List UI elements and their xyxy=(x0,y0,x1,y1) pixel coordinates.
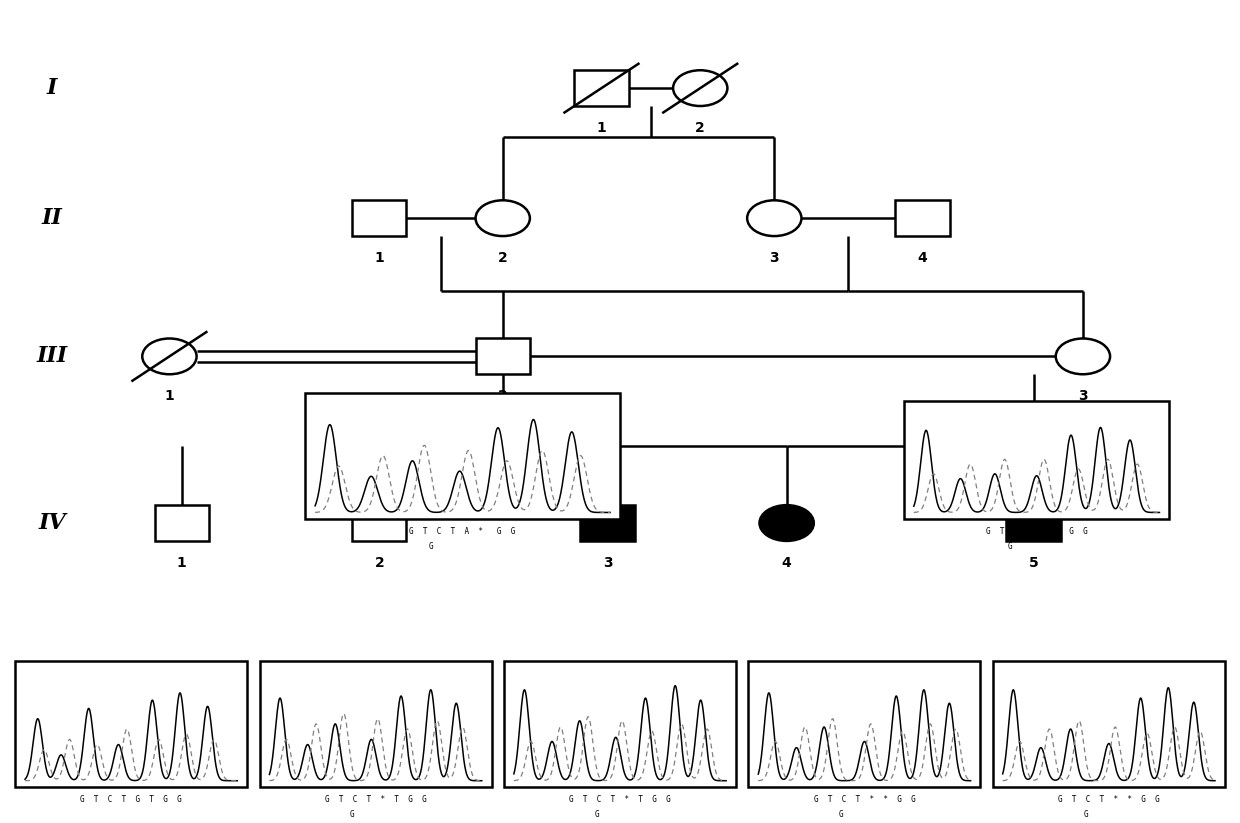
Circle shape xyxy=(673,70,728,106)
Circle shape xyxy=(1055,338,1110,374)
Bar xyxy=(15,661,247,788)
Text: G: G xyxy=(594,810,599,819)
Text: 4: 4 xyxy=(781,556,791,570)
Bar xyxy=(352,200,407,236)
Bar xyxy=(503,661,737,788)
Bar xyxy=(352,505,407,541)
Circle shape xyxy=(759,505,813,541)
Text: G  T  C  T  A  *   G  G: G T C T A * G G xyxy=(409,527,516,536)
Bar xyxy=(904,401,1169,519)
Text: 2: 2 xyxy=(374,556,384,570)
Text: III: III xyxy=(37,346,68,367)
Text: II: II xyxy=(42,207,62,229)
Bar xyxy=(580,505,635,541)
Text: 3: 3 xyxy=(603,556,613,570)
Bar xyxy=(259,661,491,788)
Circle shape xyxy=(143,338,197,374)
Text: G  T  C  T  *  *  G  G: G T C T * * G G xyxy=(1058,795,1159,804)
Text: IV: IV xyxy=(38,512,66,534)
Bar xyxy=(305,393,620,519)
Text: 4: 4 xyxy=(918,251,928,265)
Text: G: G xyxy=(350,810,355,819)
Text: G: G xyxy=(1008,542,1012,551)
Text: G: G xyxy=(429,542,434,551)
Text: G: G xyxy=(839,810,843,819)
Bar xyxy=(476,338,529,374)
Bar xyxy=(895,200,950,236)
Bar xyxy=(1007,505,1060,541)
Text: 5: 5 xyxy=(1029,556,1038,570)
Circle shape xyxy=(748,200,801,236)
Text: 2: 2 xyxy=(696,121,706,135)
Text: G  T  C  *  A  T  G  G: G T C * A T G G xyxy=(986,527,1087,536)
Bar xyxy=(155,505,208,541)
Text: G: G xyxy=(1084,810,1087,819)
Text: 2: 2 xyxy=(497,251,507,265)
Bar xyxy=(993,661,1225,788)
Text: 3: 3 xyxy=(770,251,779,265)
Bar xyxy=(574,70,629,106)
Text: 1: 1 xyxy=(374,251,384,265)
Text: G  T  C  T  *  T  G  G: G T C T * T G G xyxy=(325,795,427,804)
Text: G  T  C  T  G  T  G  G: G T C T G T G G xyxy=(81,795,182,804)
Bar xyxy=(749,661,981,788)
Circle shape xyxy=(476,200,529,236)
Text: 1: 1 xyxy=(596,121,606,135)
Text: 1: 1 xyxy=(165,389,175,403)
Text: 1: 1 xyxy=(177,556,187,570)
Text: 3: 3 xyxy=(1078,389,1087,403)
Text: G  T  C  T  *  T  G  G: G T C T * T G G xyxy=(569,795,671,804)
Text: G  T  C  T  *  *  G  G: G T C T * * G G xyxy=(813,795,915,804)
Text: 2: 2 xyxy=(497,389,507,403)
Text: I: I xyxy=(47,77,57,99)
